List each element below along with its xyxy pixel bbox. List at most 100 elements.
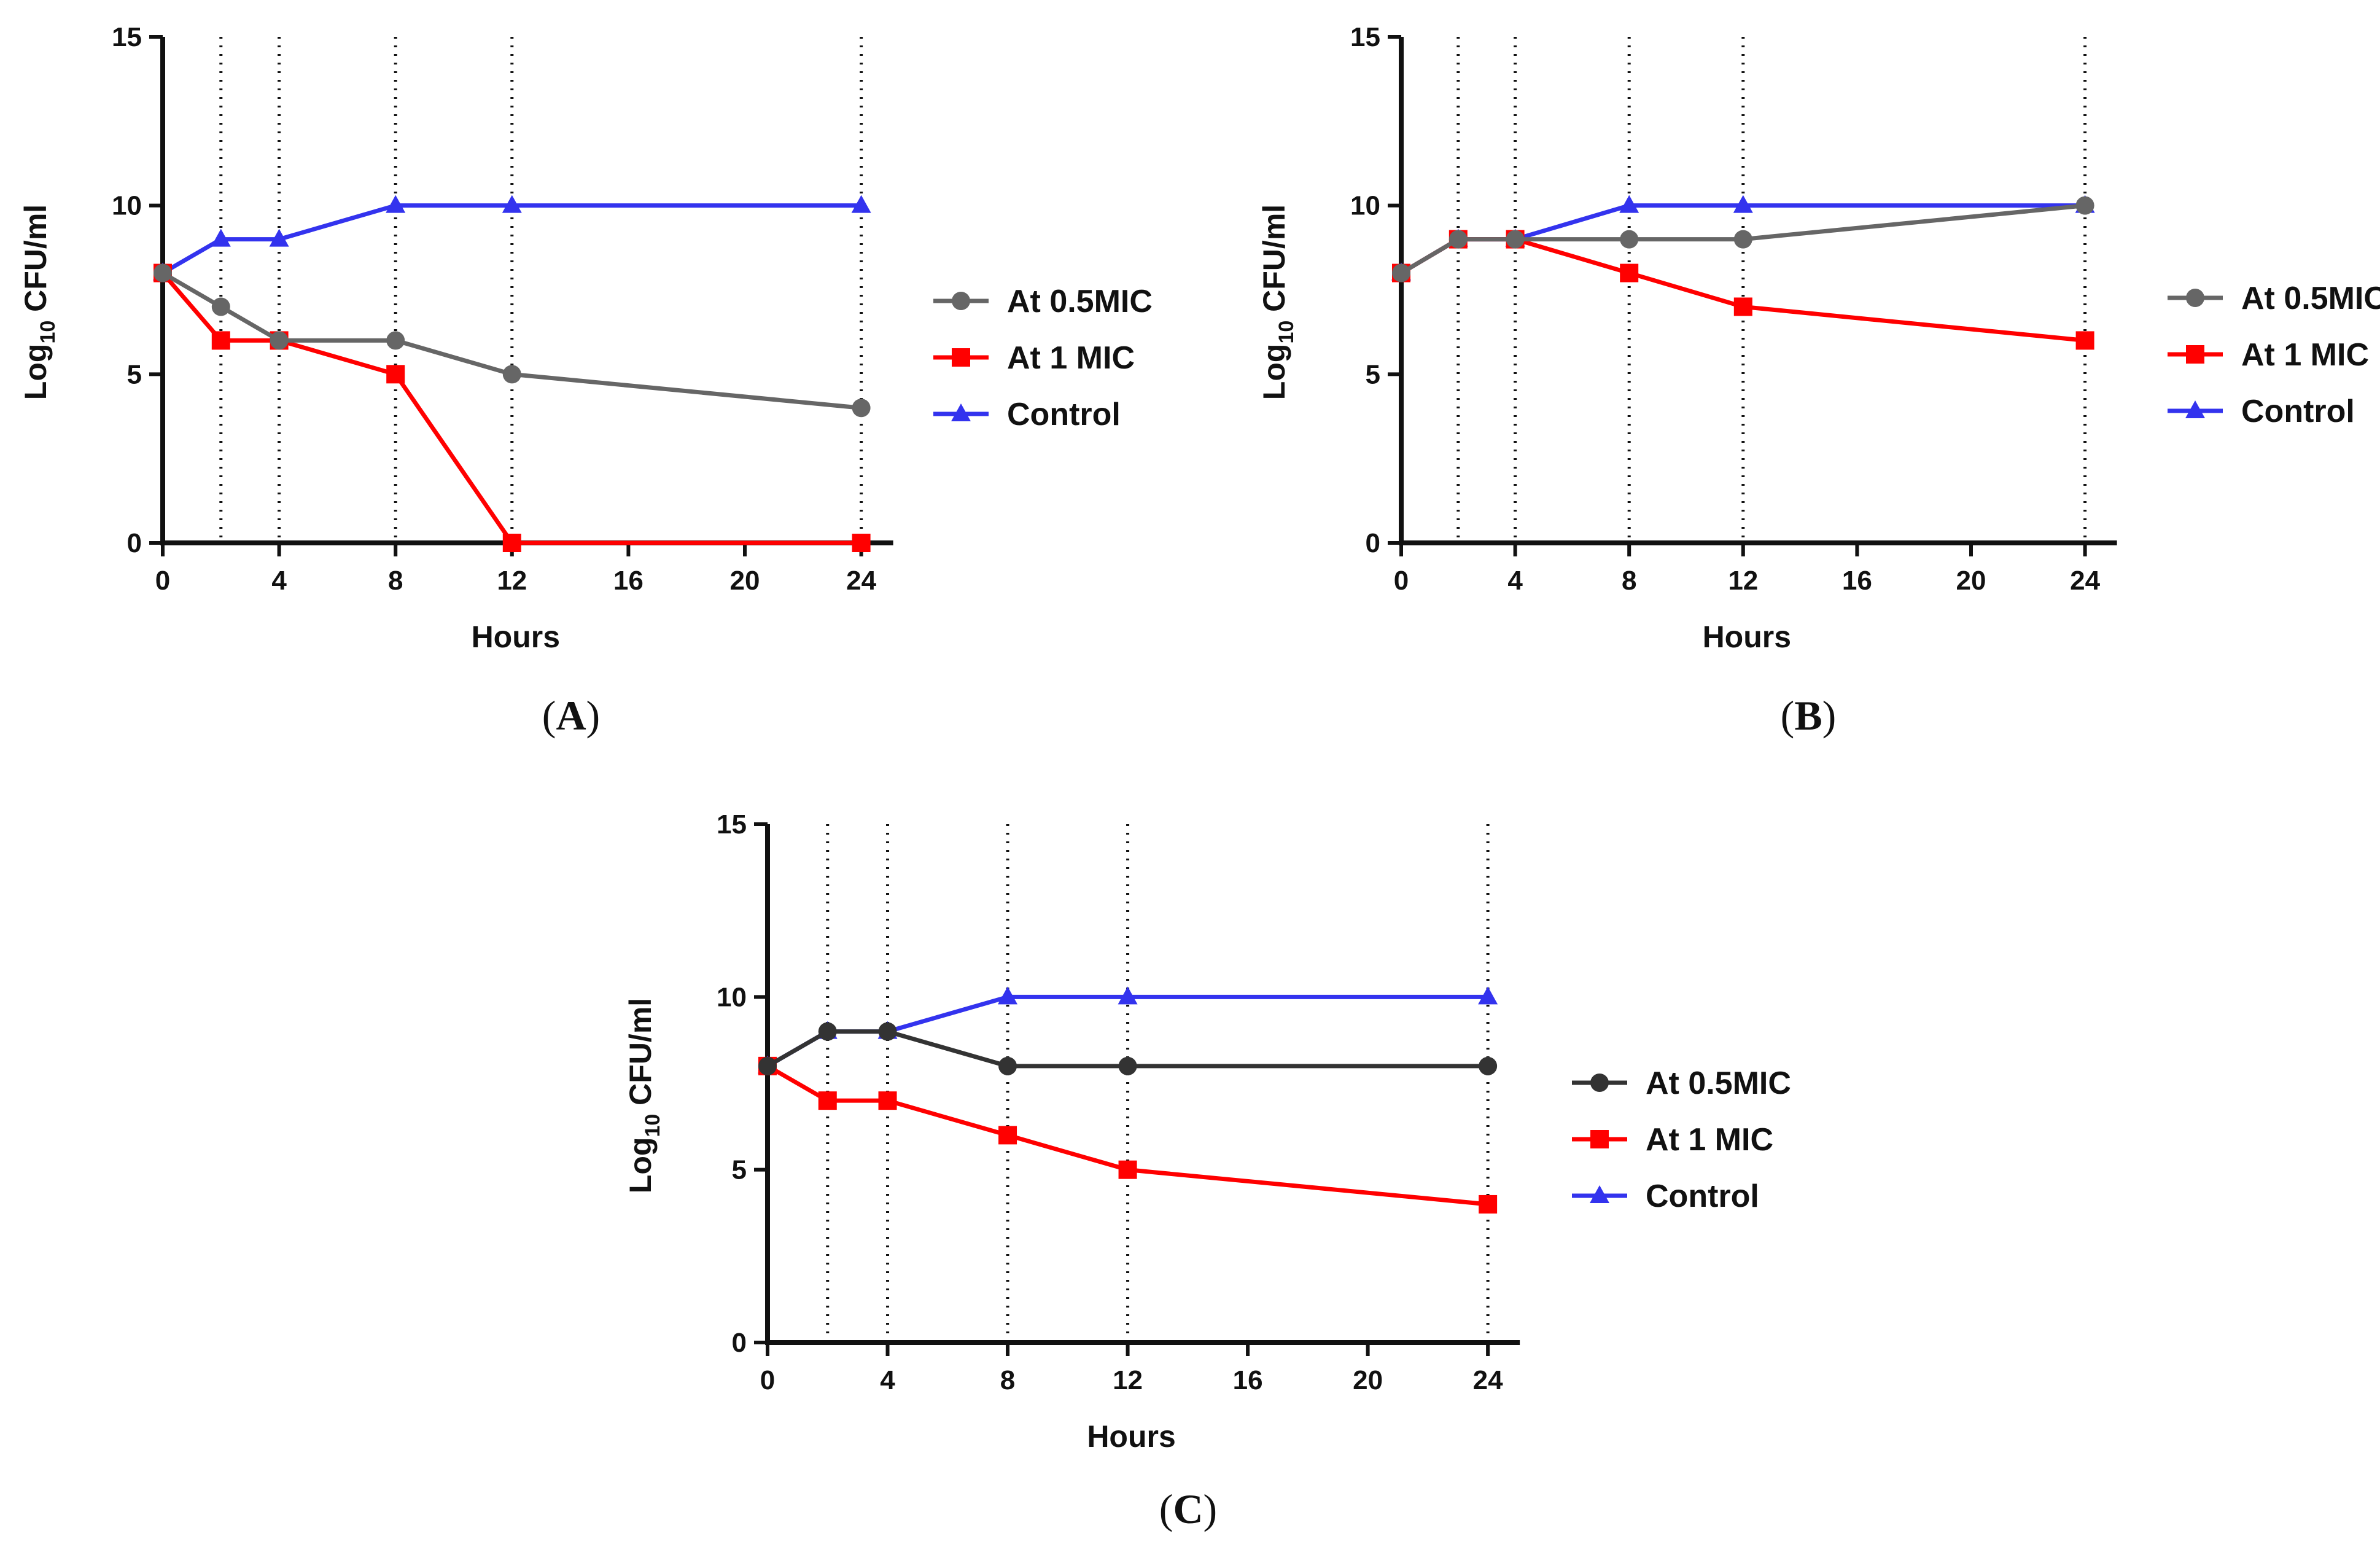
series-line [161,271,861,545]
y-tick-label: 10 [717,982,747,1012]
data-point [386,365,405,384]
x-tick-label: 20 [1353,1365,1383,1395]
panel-label: (B) [1781,692,1837,739]
y-tick-label: 10 [112,191,142,221]
data-point [998,986,1018,1005]
y-tick-label: 15 [717,809,747,840]
legend-label: At 0.5MIC [2241,281,2380,316]
x-tick-label: 8 [388,566,403,596]
data-point [2075,331,2094,350]
series-at-1-mic [758,1056,1498,1214]
series-at-0-5mic [758,1022,1498,1075]
x-tick-label: 4 [1507,566,1523,596]
y-tick-label: 0 [732,1328,747,1358]
data-point [818,1091,837,1110]
y-tick-label: 15 [112,22,142,52]
legend-label: Control [2241,394,2355,429]
data-point [1118,1056,1137,1075]
data-point [1479,1195,1498,1214]
data-point [878,1091,897,1110]
series-line [1400,203,2085,275]
legend-marker [952,292,970,310]
y-axis-title-subscript: 10 [36,321,60,344]
x-tick-label: 24 [1473,1365,1503,1395]
series-at-0-5mic [1392,196,2094,283]
data-point [1733,297,1752,316]
series-line [766,1029,1488,1069]
y-tick-label: 15 [1350,22,1380,52]
data-point [878,1022,897,1041]
data-point [502,195,522,213]
legend-marker [1590,1185,1609,1203]
data-point [1449,230,1468,249]
series-line [161,271,861,410]
panel-label: (C) [1159,1486,1217,1532]
legend-label: At 1 MIC [1007,340,1135,376]
x-axis-title: Hours [1703,620,1791,654]
data-point [386,195,406,213]
legend: At 0.5MIC At 1 MIC Control [2168,281,2380,429]
series-line [766,1064,1488,1207]
legend-label: At 1 MIC [1646,1122,1773,1158]
x-tick-label: 0 [155,566,170,596]
x-tick-label: 8 [1000,1365,1015,1395]
y-axis-title: Log10 CFU/ml [1257,205,1298,400]
panel-label-open-paren: ( [542,692,556,739]
panel-label-close-paren: ) [1204,1486,1218,1532]
legend-label: Control [1646,1179,1759,1214]
data-point [1118,986,1138,1005]
data-point [1479,1056,1498,1075]
x-tick-label: 12 [497,566,527,596]
data-point [758,1056,777,1075]
x-axis-title: Hours [472,620,560,654]
legend: At 0.5MIC At 1 MIC Control [933,284,1153,432]
x-tick-label: 16 [1233,1365,1263,1395]
y-axis-title-unit: CFU/ml [1257,205,1291,321]
series-line [161,203,861,275]
series-line [1400,237,2085,343]
legend-marker [1590,1130,1609,1148]
y-tick-label: 5 [1366,359,1380,389]
series-control [153,195,871,281]
x-tick-label: 8 [1622,566,1636,596]
x-tick-label: 12 [1113,1365,1143,1395]
y-axis-title-unit: CFU/ml [18,205,53,321]
legend-label: At 0.5MIC [1007,284,1153,319]
legend-marker [952,348,970,367]
x-tick-label: 24 [2070,566,2100,596]
y-tick-label: 5 [732,1155,747,1185]
x-tick-label: 0 [760,1365,775,1395]
legend: At 0.5MIC At 1 MIC Control [1572,1066,1791,1214]
data-point [269,228,289,247]
panel-label-close-paren: ) [1822,692,1837,739]
data-point [998,1056,1017,1075]
panel-label-letter: A [556,692,586,739]
legend-label: At 0.5MIC [1646,1066,1791,1101]
data-point [211,331,230,350]
panel-label-open-paren: ( [1781,692,1795,739]
x-tick-label: 20 [730,566,760,596]
series-at-0-5mic [154,263,871,418]
data-point [270,331,289,350]
data-point [818,1022,837,1041]
legend-marker [2186,289,2204,307]
data-point [502,365,521,384]
data-point [1506,230,1525,249]
y-tick-label: 0 [127,528,142,558]
legend-marker [1590,1074,1609,1092]
y-axis-title-log: Log [18,344,53,400]
panel-label: (A) [542,692,600,739]
data-point [1392,263,1410,283]
panel-label-close-paren: ) [586,692,601,739]
panel-label-letter: B [1794,692,1822,739]
legend-marker [2185,400,2205,418]
data-point [1619,195,1639,213]
data-point [386,331,405,350]
data-point [1620,263,1639,283]
data-point [211,228,231,247]
x-axis-title: Hours [1087,1419,1175,1454]
y-tick-label: 0 [1366,528,1380,558]
